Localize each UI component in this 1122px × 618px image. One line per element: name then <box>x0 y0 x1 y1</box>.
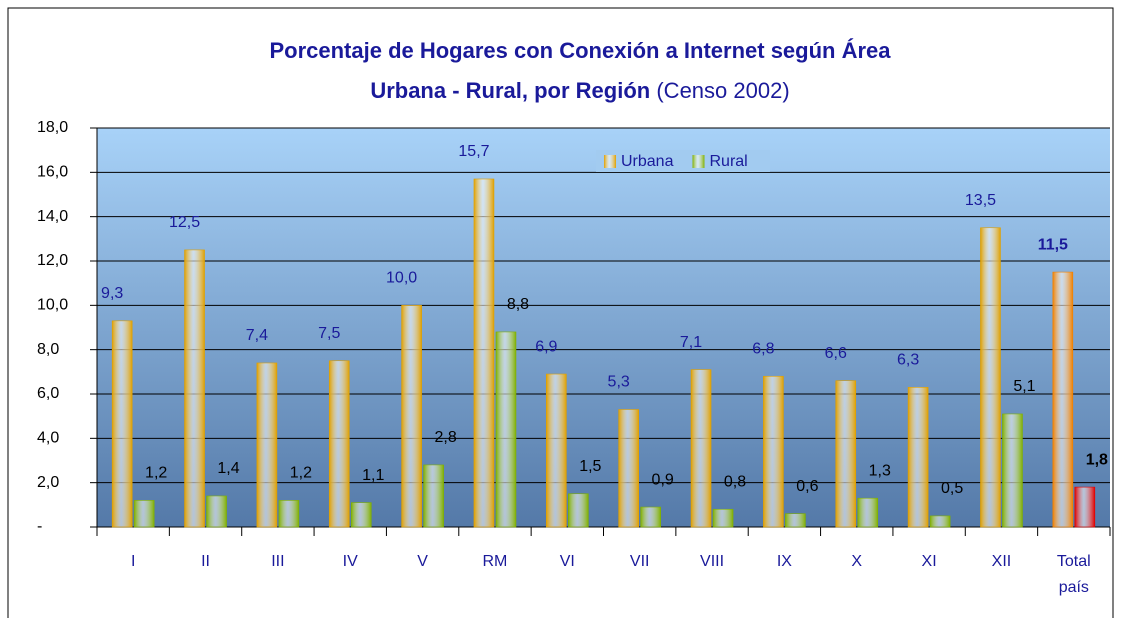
x-tick-label: IV <box>342 553 358 570</box>
data-label: 15,7 <box>458 143 489 160</box>
x-tick-label: X <box>851 553 863 570</box>
chart-subtitle: (Censo 2002) <box>656 78 789 103</box>
data-label: 13,5 <box>965 192 996 209</box>
chart-title: Porcentaje de Hogares con Conexión a Int… <box>269 38 891 63</box>
data-label: 7,4 <box>246 327 268 344</box>
y-tick-label: 18,0 <box>37 119 68 136</box>
y-tick-label: 2,0 <box>37 474 59 491</box>
x-tick-label: IX <box>776 553 792 570</box>
y-tick-label: 12,0 <box>37 252 68 269</box>
data-label: 9,3 <box>101 285 123 302</box>
legend-label: Urbana <box>621 153 674 170</box>
bar <box>980 227 1001 528</box>
data-label: 11,5 <box>1038 236 1068 253</box>
bar <box>618 409 639 528</box>
bar <box>256 362 278 528</box>
data-label: 1,1 <box>362 467 384 484</box>
data-label: 0,8 <box>724 473 746 490</box>
x-tick-label: XI <box>921 553 937 570</box>
legend-swatch <box>692 155 705 168</box>
x-tick-label: VI <box>559 553 575 570</box>
chart-title: Urbana - Rural, por Región <box>370 78 650 103</box>
y-tick-label: 8,0 <box>37 341 59 358</box>
bar <box>857 497 879 528</box>
x-tick-label: XII <box>991 553 1012 570</box>
x-tick-label: II <box>201 553 210 570</box>
bar <box>133 500 155 528</box>
legend-box <box>596 150 770 172</box>
bar <box>423 464 444 528</box>
data-label: 1,5 <box>579 458 601 475</box>
y-tick-label: 14,0 <box>37 208 68 225</box>
bar <box>546 373 567 528</box>
bar <box>111 320 133 528</box>
legend-label: Rural <box>709 153 747 170</box>
legend: Urbana Rural <box>596 150 770 172</box>
data-label: 6,8 <box>752 340 774 357</box>
bar <box>401 305 422 528</box>
data-label: 1,2 <box>145 465 167 482</box>
data-label: 1,2 <box>290 465 312 482</box>
x-tick-label: Total país <box>1056 553 1091 596</box>
x-tick-label: RM <box>482 553 508 570</box>
bar <box>835 380 857 528</box>
frame <box>7 7 1114 618</box>
data-label: 0,5 <box>941 480 963 497</box>
chart-title-line: Urbana - Rural, por Región (Censo 2002) <box>370 78 789 103</box>
data-label: 6,3 <box>897 352 919 369</box>
data-label: 5,1 <box>1013 378 1035 395</box>
bar <box>907 387 929 528</box>
data-label: 0,9 <box>652 471 674 488</box>
bar <box>495 331 517 528</box>
x-tick-label: III <box>271 553 285 570</box>
bar <box>350 502 372 528</box>
bar <box>712 508 734 528</box>
y-tick-label: 16,0 <box>37 164 68 181</box>
bar <box>785 513 806 528</box>
bar <box>568 493 589 528</box>
bar <box>1074 486 1096 528</box>
bar <box>1002 413 1023 528</box>
bar <box>278 500 300 528</box>
bar <box>929 515 951 528</box>
bar <box>473 178 495 528</box>
data-label: 6,9 <box>535 338 557 355</box>
legend-swatch <box>604 155 616 168</box>
bar <box>328 360 350 528</box>
y-tick-label: 10,0 <box>37 297 68 314</box>
data-label: 1,4 <box>217 460 239 477</box>
bar <box>690 369 712 528</box>
x-tick-label: I <box>130 553 136 570</box>
x-tick-label: VIII <box>700 553 725 570</box>
data-label: 6,6 <box>825 345 847 362</box>
data-label: 7,5 <box>318 325 340 342</box>
y-tick-label: - <box>37 518 42 535</box>
y-tick-label: 4,0 <box>37 430 59 447</box>
data-label: 0,6 <box>796 478 818 495</box>
data-label: 7,1 <box>680 334 702 351</box>
data-label: 12,5 <box>169 214 200 231</box>
y-tick-label: 6,0 <box>37 385 59 402</box>
bar <box>184 249 205 528</box>
data-label: 2,8 <box>434 429 456 446</box>
data-label: 10,0 <box>386 270 417 287</box>
bar <box>640 506 661 528</box>
data-label: 1,8 <box>1086 451 1108 468</box>
data-label: 8,8 <box>507 296 529 313</box>
data-label: 5,3 <box>608 374 630 391</box>
bar <box>763 375 784 528</box>
x-tick-label: VII <box>629 553 650 570</box>
bar <box>1052 271 1074 528</box>
data-label: 1,3 <box>869 462 891 479</box>
bar <box>206 495 227 528</box>
x-tick-label: V <box>417 553 428 570</box>
